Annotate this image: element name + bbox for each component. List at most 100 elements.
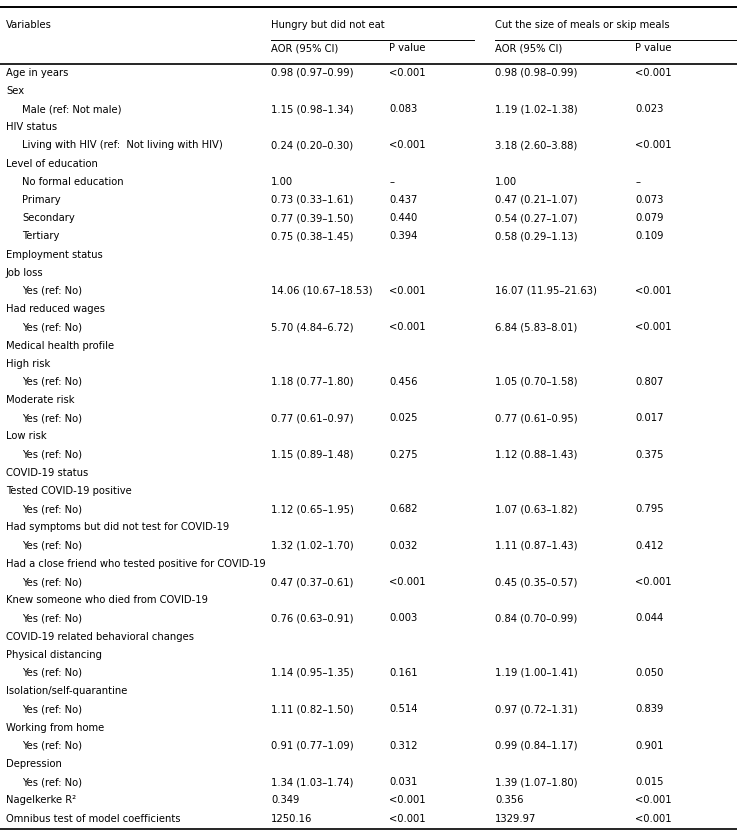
Text: 0.079: 0.079 [635,213,664,223]
Text: Yes (ref: No): Yes (ref: No) [22,377,82,387]
Text: <0.001: <0.001 [635,577,672,587]
Text: <0.001: <0.001 [635,795,672,805]
Text: Depression: Depression [6,759,62,769]
Text: Physical distancing: Physical distancing [6,650,102,660]
Text: 0.47 (0.21–1.07): 0.47 (0.21–1.07) [495,195,578,205]
Text: 5.70 (4.84–6.72): 5.70 (4.84–6.72) [271,323,354,333]
Text: 0.77 (0.61–0.97): 0.77 (0.61–0.97) [271,413,354,423]
Text: –: – [389,176,394,186]
Text: Yes (ref: No): Yes (ref: No) [22,777,82,788]
Text: Low risk: Low risk [6,431,46,441]
Text: 0.54 (0.27–1.07): 0.54 (0.27–1.07) [495,213,578,223]
Text: Job loss: Job loss [6,268,43,278]
Text: <0.001: <0.001 [635,68,672,78]
Text: Sex: Sex [6,86,24,96]
Text: 0.514: 0.514 [389,705,418,715]
Text: High risk: High risk [6,359,50,369]
Text: 1.32 (1.02–1.70): 1.32 (1.02–1.70) [271,541,354,551]
Text: 0.77 (0.39–1.50): 0.77 (0.39–1.50) [271,213,354,223]
Text: <0.001: <0.001 [389,286,426,296]
Text: 1.19 (1.02–1.38): 1.19 (1.02–1.38) [495,104,578,114]
Text: P value: P value [389,43,426,54]
Text: 0.99 (0.84–1.17): 0.99 (0.84–1.17) [495,741,578,751]
Text: 0.073: 0.073 [635,195,664,205]
Text: 1.11 (0.82–1.50): 1.11 (0.82–1.50) [271,705,354,715]
Text: 1.00: 1.00 [271,176,293,186]
Text: Yes (ref: No): Yes (ref: No) [22,450,82,460]
Text: Nagelkerke R²: Nagelkerke R² [6,795,76,805]
Text: 0.312: 0.312 [389,741,418,751]
Text: Omnibus test of model coefficients: Omnibus test of model coefficients [6,813,181,823]
Text: 0.77 (0.61–0.95): 0.77 (0.61–0.95) [495,413,578,423]
Text: <0.001: <0.001 [635,286,672,296]
Text: 6.84 (5.83–8.01): 6.84 (5.83–8.01) [495,323,578,333]
Text: Tested COVID-19 positive: Tested COVID-19 positive [6,486,132,496]
Text: <0.001: <0.001 [635,813,672,823]
Text: 1.12 (0.65–1.95): 1.12 (0.65–1.95) [271,504,354,514]
Text: 1.39 (1.07–1.80): 1.39 (1.07–1.80) [495,777,578,788]
Text: 0.017: 0.017 [635,413,664,423]
Text: Yes (ref: No): Yes (ref: No) [22,541,82,551]
Text: 0.031: 0.031 [389,777,418,788]
Text: 1.15 (0.89–1.48): 1.15 (0.89–1.48) [271,450,354,460]
Text: 0.58 (0.29–1.13): 0.58 (0.29–1.13) [495,232,578,242]
Text: Had symptoms but did not test for COVID-19: Had symptoms but did not test for COVID-… [6,522,229,533]
Text: 0.24 (0.20–0.30): 0.24 (0.20–0.30) [271,140,353,150]
Text: 0.98 (0.98–0.99): 0.98 (0.98–0.99) [495,68,578,78]
Text: 1329.97: 1329.97 [495,813,537,823]
Text: 1.00: 1.00 [495,176,517,186]
Text: 0.032: 0.032 [389,541,418,551]
Text: <0.001: <0.001 [635,140,672,150]
Text: 0.682: 0.682 [389,504,418,514]
Text: Working from home: Working from home [6,722,104,732]
Text: AOR (95% CI): AOR (95% CI) [271,43,338,54]
Text: No formal education: No formal education [22,176,124,186]
Text: Primary: Primary [22,195,60,205]
Text: 3.18 (2.60–3.88): 3.18 (2.60–3.88) [495,140,578,150]
Text: <0.001: <0.001 [389,577,426,587]
Text: Had a close friend who tested positive for COVID-19: Had a close friend who tested positive f… [6,558,265,568]
Text: 1.12 (0.88–1.43): 1.12 (0.88–1.43) [495,450,578,460]
Text: 0.083: 0.083 [389,104,417,114]
Text: 1.14 (0.95–1.35): 1.14 (0.95–1.35) [271,668,354,678]
Text: 0.015: 0.015 [635,777,664,788]
Text: AOR (95% CI): AOR (95% CI) [495,43,562,54]
Text: HIV status: HIV status [6,122,57,132]
Text: Yes (ref: No): Yes (ref: No) [22,504,82,514]
Text: 0.044: 0.044 [635,614,663,624]
Text: Living with HIV (ref:  Not living with HIV): Living with HIV (ref: Not living with HI… [22,140,223,150]
Text: Yes (ref: No): Yes (ref: No) [22,668,82,678]
Text: Age in years: Age in years [6,68,69,78]
Text: 0.47 (0.37–0.61): 0.47 (0.37–0.61) [271,577,354,587]
Text: 1.18 (0.77–1.80): 1.18 (0.77–1.80) [271,377,354,387]
Text: <0.001: <0.001 [389,68,426,78]
Text: 0.901: 0.901 [635,741,664,751]
Text: 0.394: 0.394 [389,232,418,242]
Text: 0.456: 0.456 [389,377,418,387]
Text: Yes (ref: No): Yes (ref: No) [22,614,82,624]
Text: 0.73 (0.33–1.61): 0.73 (0.33–1.61) [271,195,354,205]
Text: Hungry but did not eat: Hungry but did not eat [271,20,385,30]
Text: 1.11 (0.87–1.43): 1.11 (0.87–1.43) [495,541,578,551]
Text: 0.050: 0.050 [635,668,664,678]
Text: Yes (ref: No): Yes (ref: No) [22,286,82,296]
Text: 0.275: 0.275 [389,450,418,460]
Text: Yes (ref: No): Yes (ref: No) [22,741,82,751]
Text: <0.001: <0.001 [389,813,426,823]
Text: 0.839: 0.839 [635,705,664,715]
Text: Tertiary: Tertiary [22,232,60,242]
Text: Yes (ref: No): Yes (ref: No) [22,323,82,333]
Text: <0.001: <0.001 [389,140,426,150]
Text: Had reduced wages: Had reduced wages [6,304,105,314]
Text: Moderate risk: Moderate risk [6,395,74,405]
Text: 0.75 (0.38–1.45): 0.75 (0.38–1.45) [271,232,354,242]
Text: Cut the size of meals or skip meals: Cut the size of meals or skip meals [495,20,670,30]
Text: 1.07 (0.63–1.82): 1.07 (0.63–1.82) [495,504,578,514]
Text: 0.003: 0.003 [389,614,417,624]
Text: P value: P value [635,43,672,54]
Text: Yes (ref: No): Yes (ref: No) [22,705,82,715]
Text: 0.97 (0.72–1.31): 0.97 (0.72–1.31) [495,705,578,715]
Text: 0.349: 0.349 [271,795,300,805]
Text: Knew someone who died from COVID-19: Knew someone who died from COVID-19 [6,595,208,605]
Text: 0.45 (0.35–0.57): 0.45 (0.35–0.57) [495,577,578,587]
